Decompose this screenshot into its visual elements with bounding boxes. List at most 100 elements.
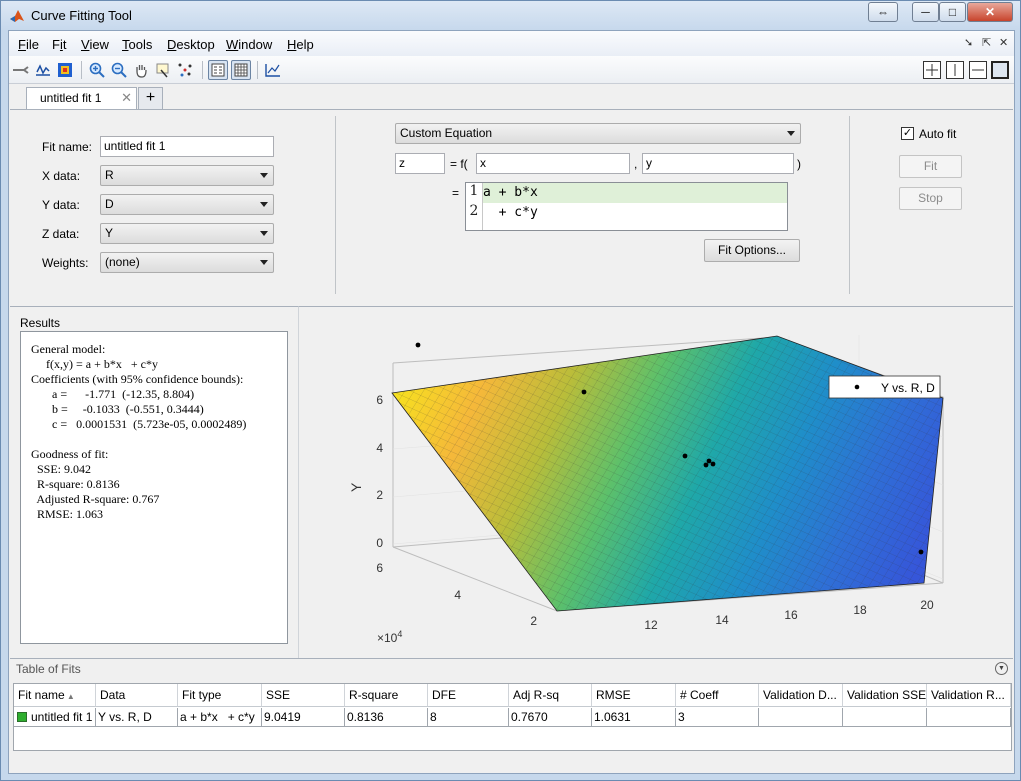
undock-arrow-icon[interactable]: ➘ [964, 37, 974, 49]
menu-desktop[interactable]: Desktop [167, 37, 215, 52]
add-tab-button[interactable]: + [138, 87, 163, 109]
equation-line-1[interactable]: a + b*x [483, 185, 538, 200]
column-header[interactable]: Validation SSE [843, 684, 927, 707]
minimize-button[interactable]: ─ [912, 2, 939, 22]
table-cell[interactable]: Y vs. R, D [96, 708, 178, 727]
weights-select[interactable]: (none) [100, 252, 274, 273]
equation-line-2[interactable]: + c*y [483, 205, 538, 220]
table-cell[interactable]: 9.0419 [262, 708, 345, 727]
layout-columns-icon[interactable] [946, 61, 964, 79]
fit-name-input[interactable]: untitled fit 1 [100, 136, 274, 157]
data-point [581, 389, 587, 395]
layout-single-icon[interactable] [991, 61, 1009, 79]
x-axis-ticks: 12 14 16 18 20 [644, 598, 934, 632]
table-cell[interactable]: 3 [676, 708, 759, 727]
table-cell[interactable]: 1.0631 [592, 708, 676, 727]
table-cell[interactable]: 8 [428, 708, 509, 727]
results-line: b = -0.1033 (-0.551, 0.3444) [31, 402, 204, 416]
equals-sign: = [452, 186, 460, 200]
menu-bar: File Fit View Tools Desktop Window Help … [9, 31, 1014, 56]
legend[interactable]: Y vs. R, D [828, 375, 941, 399]
column-header[interactable]: Validation D... [759, 684, 843, 707]
column-header[interactable]: DFE [428, 684, 509, 707]
z-axis-label: Y [348, 482, 364, 492]
tab-untitled-fit-1[interactable]: untitled fit 1 ✕ [26, 87, 137, 109]
independent-x-input[interactable]: x [476, 153, 630, 174]
fit-name-cell[interactable]: untitled fit 1 [14, 708, 96, 727]
independent-y-input[interactable]: y [642, 153, 794, 174]
column-header[interactable]: SSE [262, 684, 345, 707]
layout-rows-icon[interactable] [969, 61, 987, 79]
equation-editor[interactable]: 1 a + b*x 2 + c*y [465, 182, 788, 231]
y-data-label: Y data: [42, 198, 80, 212]
menu-file[interactable]: File [18, 37, 39, 52]
fit-type-select[interactable]: Custom Equation [395, 123, 801, 144]
auto-fit-checkbox[interactable]: ✓ [901, 127, 914, 140]
fit-options-button[interactable]: Fit Options... [704, 239, 800, 262]
fit-name-text: untitled fit 1 [31, 710, 93, 724]
exclude-outliers-icon[interactable] [11, 60, 31, 80]
menu-window[interactable]: Window [226, 37, 273, 52]
column-header[interactable]: Data [96, 684, 178, 707]
axes-limits-icon[interactable] [263, 60, 283, 80]
data-cursor-icon[interactable] [153, 60, 173, 80]
menu-view[interactable]: View [81, 37, 109, 52]
table-cell[interactable]: a + b*x + c*y [178, 708, 262, 727]
menu-fit[interactable]: Fit [52, 37, 67, 52]
y-data-select[interactable]: D [100, 194, 274, 215]
column-header[interactable]: Fit type [178, 684, 262, 707]
divider [849, 116, 850, 294]
close-paren: ) [797, 157, 801, 171]
grid-toggle-icon[interactable] [231, 60, 251, 80]
title-bar[interactable]: Curve Fitting Tool ⇔ ─ □ ✕ [1, 1, 1020, 30]
data-brush-icon[interactable] [33, 60, 53, 80]
collapse-icon[interactable]: ▼ [995, 662, 1008, 675]
column-header[interactable]: RMSE [592, 684, 676, 707]
column-header[interactable]: # Coeff [676, 684, 759, 707]
fit-tabs: untitled fit 1 ✕ + [9, 84, 1014, 109]
layout-grid-icon[interactable] [923, 61, 941, 79]
results-line [31, 432, 287, 447]
tick-label: 12 [644, 618, 658, 632]
stop-button[interactable]: Stop [899, 187, 962, 210]
dock-icon[interactable]: ⇔ [868, 2, 898, 22]
results-line: Adjusted R-square: 0.767 [31, 492, 160, 506]
dependent-variable-input[interactable]: z [395, 153, 445, 174]
table-cell[interactable]: 0.7670 [509, 708, 592, 727]
fit-button[interactable]: Fit [899, 155, 962, 178]
data-point [710, 461, 716, 467]
zoom-out-icon[interactable] [109, 60, 129, 80]
dock-arrow-icon[interactable]: ⇱ [982, 37, 992, 49]
maximize-button[interactable]: □ [939, 2, 966, 22]
results-text[interactable]: General model: f(x,y) = a + b*x + c*y Coe… [20, 331, 288, 644]
x-data-select[interactable]: R [100, 165, 274, 186]
x-data-label: X data: [42, 169, 81, 183]
column-header[interactable]: R-square [345, 684, 428, 707]
z-data-select[interactable]: Y [100, 223, 274, 244]
tick-label: 6 [376, 393, 383, 407]
rotate-3d-icon[interactable] [175, 60, 195, 80]
results-line: General model: [31, 342, 106, 356]
comma: , [634, 157, 638, 171]
menu-tools[interactable]: Tools [122, 37, 153, 52]
chevron-down-icon [260, 231, 268, 236]
legend-toggle-icon[interactable] [208, 60, 228, 80]
column-header[interactable]: Fit name ▲ [14, 684, 96, 707]
pan-icon[interactable] [131, 60, 151, 80]
zoom-in-icon[interactable] [87, 60, 107, 80]
column-header[interactable]: Validation R... [927, 684, 1011, 707]
table-of-fits[interactable]: Fit name ▲ Data Fit type SSE R-square DFE Adj … [13, 683, 1012, 751]
table-cell[interactable] [759, 708, 843, 727]
column-header[interactable]: Adj R-sq [509, 684, 592, 707]
legend-label: Y vs. R, D [881, 381, 935, 395]
close-button[interactable]: ✕ [967, 2, 1013, 22]
close-doc-icon[interactable]: ✕ [999, 37, 1009, 49]
menu-help[interactable]: Help [287, 37, 314, 52]
table-cell[interactable] [927, 708, 1011, 727]
table-cell[interactable]: 0.8136 [345, 708, 428, 727]
close-tab-icon[interactable]: ✕ [121, 90, 132, 105]
table-cell[interactable] [843, 708, 927, 727]
colormap-icon[interactable] [55, 60, 75, 80]
